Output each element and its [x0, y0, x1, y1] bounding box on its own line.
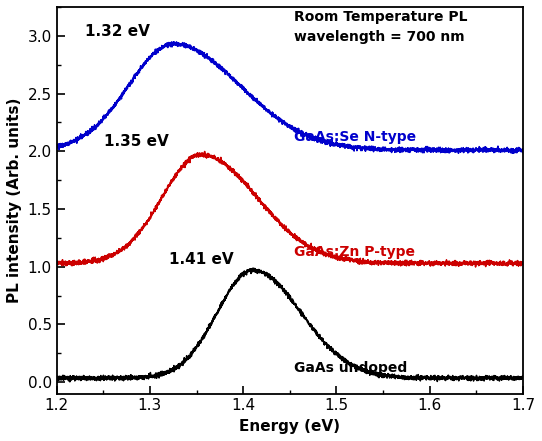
Text: 1.41 eV: 1.41 eV [169, 252, 234, 267]
Y-axis label: PL intensity (Arb. units): PL intensity (Arb. units) [7, 97, 22, 303]
Text: 1.32 eV: 1.32 eV [85, 24, 150, 39]
Text: GaAs:Se N-type: GaAs:Se N-type [294, 130, 417, 144]
Text: Room Temperature PL
wavelength = 700 nm: Room Temperature PL wavelength = 700 nm [294, 11, 468, 44]
Text: 1.35 eV: 1.35 eV [104, 134, 168, 149]
Text: GaAs:Zn P-type: GaAs:Zn P-type [294, 245, 416, 259]
X-axis label: Energy (eV): Energy (eV) [240, 419, 340, 434]
Text: GaAs undoped: GaAs undoped [294, 361, 408, 374]
